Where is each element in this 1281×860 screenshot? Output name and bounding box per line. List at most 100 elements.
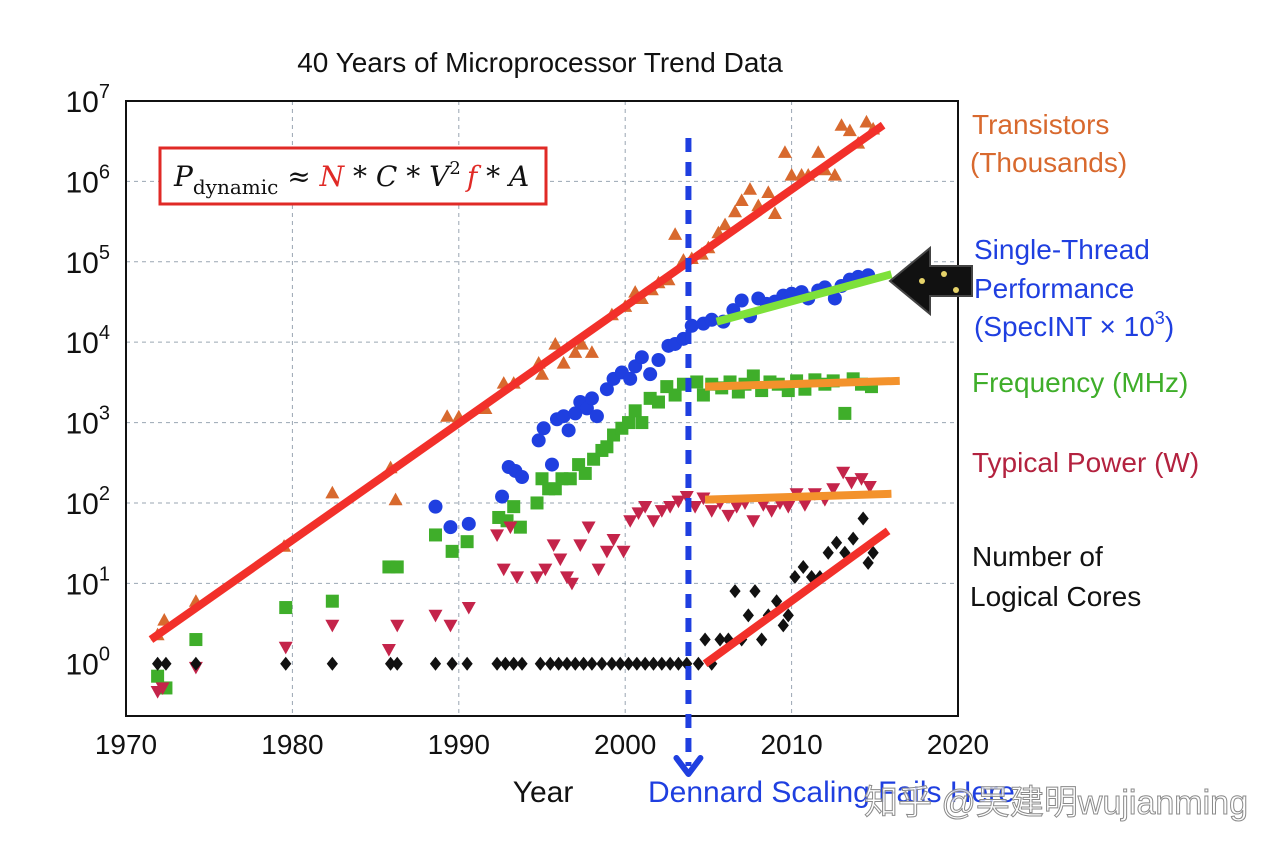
- data-point: [384, 656, 397, 671]
- data-point: [530, 571, 545, 584]
- data-point: [671, 495, 686, 509]
- dennard-arrow-head: [673, 755, 704, 777]
- data-point: [556, 409, 571, 424]
- data-point: [782, 608, 794, 623]
- data-point: [631, 507, 646, 521]
- data-point: [854, 473, 869, 486]
- data-point: [599, 382, 614, 397]
- formula-v: V: [429, 160, 452, 193]
- legend-single-thread-close: ): [1165, 311, 1174, 342]
- data-point: [734, 193, 749, 207]
- data-point: [536, 421, 551, 436]
- formula-a: A: [506, 160, 529, 193]
- y-tick-label: 104: [66, 322, 111, 360]
- data-point: [836, 466, 851, 480]
- data-point: [548, 336, 563, 350]
- data-point: [189, 633, 203, 647]
- data-point: [834, 118, 849, 131]
- formula-n: N: [319, 160, 346, 193]
- data-point: [656, 656, 668, 671]
- data-point: [584, 345, 599, 358]
- data-point: [771, 594, 783, 609]
- data-point: [278, 641, 293, 655]
- data-point: [822, 545, 834, 560]
- data-point: [157, 613, 172, 626]
- formula-superscript: 2: [449, 158, 460, 179]
- y-tick-label: 106: [66, 161, 111, 199]
- data-point: [461, 656, 473, 671]
- data-point: [578, 466, 592, 480]
- data-point: [390, 560, 404, 574]
- data-point: [589, 409, 604, 424]
- data-point: [548, 482, 562, 496]
- data-point: [495, 489, 510, 504]
- data-point: [190, 656, 202, 671]
- data-point: [584, 391, 599, 406]
- data-point: [842, 123, 857, 137]
- data-point: [496, 563, 511, 577]
- data-point: [596, 656, 608, 671]
- legend-single-thread-sup: 3: [1155, 308, 1165, 328]
- data-point: [568, 406, 583, 421]
- data-point: [325, 619, 340, 633]
- data-point: [805, 569, 818, 584]
- data-point: [647, 656, 660, 671]
- data-point: [704, 505, 719, 518]
- data-point: [679, 490, 694, 504]
- data-point: [746, 369, 760, 383]
- data-point: [638, 501, 653, 514]
- data-point: [688, 501, 703, 514]
- power-trend: [704, 489, 892, 504]
- data-point: [672, 656, 685, 671]
- data-point: [646, 515, 661, 528]
- data-point: [729, 584, 741, 599]
- data-point: [553, 553, 568, 567]
- data-point: [859, 114, 874, 128]
- data-point: [391, 656, 403, 671]
- formula-p: P: [173, 160, 194, 193]
- legend: Transistors (Thousands) Single-Thread Pe…: [970, 109, 1199, 612]
- data-point: [491, 656, 503, 671]
- data-point: [857, 511, 869, 526]
- x-tick-label: 1970: [95, 729, 157, 760]
- formula-star-2: *: [397, 160, 429, 193]
- data-point: [461, 601, 476, 615]
- data-point: [651, 395, 665, 409]
- data-point: [623, 371, 638, 386]
- formula-subscript: dynamic: [193, 175, 278, 199]
- formula-approx: ≈: [278, 160, 319, 193]
- data-point: [684, 318, 699, 333]
- data-point: [553, 656, 565, 671]
- data-point: [569, 656, 581, 671]
- dennard-annotation: Dennard Scaling Fails Here: [648, 776, 1015, 809]
- data-point: [507, 500, 521, 514]
- data-point: [734, 293, 749, 308]
- data-point: [535, 367, 549, 380]
- data-point: [838, 406, 852, 420]
- data-point: [767, 206, 782, 219]
- formula-star-1: *: [344, 160, 376, 193]
- data-point: [428, 499, 443, 514]
- x-tick-label: 2020: [927, 729, 989, 760]
- data-point: [573, 539, 588, 552]
- data-point: [531, 433, 546, 448]
- data-point: [639, 656, 651, 671]
- x-axis-label: Year: [513, 776, 574, 809]
- data-point: [534, 656, 546, 671]
- formula-star-3: *: [477, 160, 509, 193]
- data-point: [749, 584, 761, 599]
- data-point: [390, 619, 405, 633]
- x-tick-label: 1980: [261, 729, 323, 760]
- data-point: [591, 563, 606, 577]
- data-point: [777, 618, 789, 633]
- data-point: [445, 544, 459, 558]
- data-point: [690, 375, 704, 389]
- data-point: [784, 168, 799, 181]
- data-point: [756, 632, 768, 647]
- svg-text:Pdynamic ≈ N * C * V2f * A: Pdynamic ≈ N * C * V2 f * A: [173, 158, 529, 199]
- data-point: [862, 555, 874, 570]
- data-point: [152, 656, 164, 671]
- data-point: [429, 656, 442, 671]
- data-point: [443, 619, 458, 633]
